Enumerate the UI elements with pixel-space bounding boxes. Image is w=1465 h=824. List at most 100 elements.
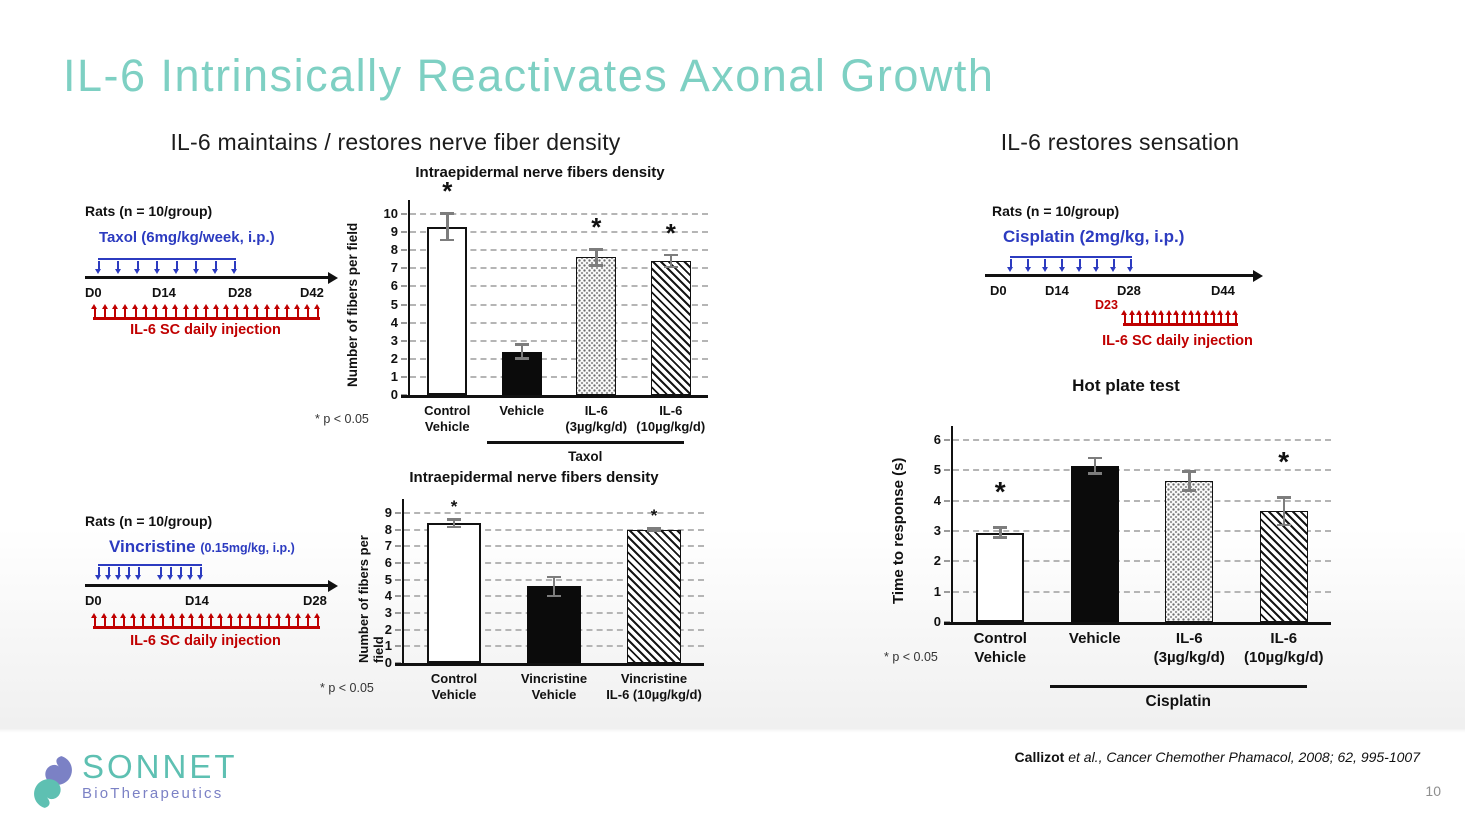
significance-asterisk: * xyxy=(665,217,676,248)
il6-arrow-up-icon xyxy=(121,304,128,317)
il6-arrow-up-icon xyxy=(1143,310,1150,323)
y-tick-label: 0 xyxy=(933,614,941,629)
drug-dose-label: Taxol (6mg/kg/week, i.p.) xyxy=(99,229,275,247)
y-tick-mark xyxy=(395,595,401,598)
il6-arrow-up-icon xyxy=(1136,310,1143,323)
il6-arrow-up-icon xyxy=(1210,310,1217,323)
x-category-label: Vincristine IL-6 (10µg/kg/d) xyxy=(606,671,702,703)
x-category-label: Vehicle xyxy=(499,403,545,418)
chart-title: Intraepidermal nerve fibers density xyxy=(415,164,665,181)
plot-area: 0 1 2 3 4 5 6 7 8 9 * Control Vehicle Vincristine Ve… xyxy=(385,498,704,702)
drug-arrow-down-icon xyxy=(187,567,194,580)
drug-arrow-down-icon xyxy=(211,261,218,274)
y-axis-label: Number of fibers per field xyxy=(345,222,360,387)
drug-arrow-down-icon xyxy=(1007,259,1014,272)
y-tick-label: 8 xyxy=(384,521,392,537)
il6-arrow-up-icon xyxy=(217,613,224,626)
gridline xyxy=(410,321,708,324)
error-bar-cap-top xyxy=(993,526,1008,529)
right-section-subtitle: IL-6 restores sensation xyxy=(1000,129,1240,155)
drug-arrow-down-icon xyxy=(173,261,180,274)
significance-asterisk: * xyxy=(994,476,1006,508)
gridline xyxy=(410,213,708,215)
il6-arrow-up-icon xyxy=(1187,310,1194,323)
significance-asterisk: * xyxy=(1278,446,1290,478)
vincristine-nerve-fiber-chart: Intraepidermal nerve fibers density Numbe… xyxy=(318,469,710,721)
error-bar-cap-bottom xyxy=(647,529,661,533)
y-tick-label: 1 xyxy=(390,368,398,384)
category-group-label: Taxol xyxy=(568,449,603,464)
il6-arrow-up-icon xyxy=(1202,310,1209,323)
rats-count-label: Rats (n = 10/group) xyxy=(85,203,213,219)
drug-dose: (2mg/kg, i.p.) xyxy=(1079,227,1185,246)
error-bar-line xyxy=(446,212,449,242)
drug-arrow-down-icon xyxy=(114,261,121,274)
drug-arrow-down-icon xyxy=(1041,259,1048,272)
il6-arrow-up-icon xyxy=(91,613,98,626)
y-tick-mark xyxy=(401,339,407,342)
logo-tagline: BioTherapeutics xyxy=(82,785,224,802)
il6-arrow-up-icon xyxy=(314,304,321,317)
error-bar-cap-bottom xyxy=(1087,472,1102,475)
y-tick-label: 3 xyxy=(384,605,392,620)
drug-arrow-down-icon xyxy=(1127,259,1134,272)
sonnet-logo: SONNET BioTherapeutics xyxy=(30,750,238,814)
error-bar-cap-top xyxy=(547,575,561,579)
gridline xyxy=(404,562,704,564)
gridline xyxy=(410,231,708,234)
day-label: D28 xyxy=(1117,283,1141,298)
y-tick-label: 5 xyxy=(384,571,392,587)
bar xyxy=(976,532,1025,622)
y-tick-label: 10 xyxy=(383,206,398,221)
category-group-underline xyxy=(1049,685,1307,688)
y-tick-label: 0 xyxy=(390,387,398,402)
day-label: D42 xyxy=(300,285,324,300)
chart-title: Intraepidermal nerve fibers density xyxy=(409,469,659,486)
drug-injection-arrows xyxy=(1007,256,1134,272)
error-bar-line xyxy=(1282,496,1285,527)
il6-arrow-up-icon xyxy=(246,613,253,626)
logo-company-name: SONNET xyxy=(82,748,238,785)
y-tick-label: 9 xyxy=(384,505,392,520)
error-bar-cap-top xyxy=(589,248,604,251)
drug-name: Taxol xyxy=(99,229,142,246)
y-tick-mark xyxy=(395,528,401,531)
il6-arrow-up-icon xyxy=(110,613,117,626)
gridline xyxy=(953,590,1331,593)
il6-injection-arrows xyxy=(91,605,321,629)
y-tick-mark xyxy=(944,530,950,532)
day-label: D14 xyxy=(185,593,209,608)
x-category-label: Control Vehicle xyxy=(973,630,1027,666)
drug-arrow-down-icon xyxy=(95,261,102,274)
il6-arrow-up-icon xyxy=(1121,310,1128,323)
bar xyxy=(627,529,681,663)
rats-count-label: Rats (n = 10/group) xyxy=(992,203,1120,219)
p-value-footnote: * p < 0.05 xyxy=(315,412,369,426)
y-tick-mark xyxy=(401,303,407,306)
drug-arrow-down-icon xyxy=(125,567,132,580)
gridline xyxy=(410,285,708,288)
il6-injection-label: IL-6 SC daily injection xyxy=(130,633,281,649)
day-label: D14 xyxy=(152,285,176,300)
il6-arrow-up-icon xyxy=(1158,310,1165,323)
il6-arrow-up-icon xyxy=(1150,310,1157,323)
il6-arrow-up-icon xyxy=(314,613,321,626)
y-tick-label: 4 xyxy=(384,588,392,604)
il6-arrow-up-icon xyxy=(152,304,159,317)
y-tick-mark xyxy=(395,612,401,614)
bar xyxy=(527,586,581,663)
il6-arrow-up-icon xyxy=(304,613,311,626)
timeline-axis xyxy=(985,269,1263,282)
drug-arrow-down-icon xyxy=(197,567,204,580)
drug-name: Vincristine xyxy=(109,537,201,556)
y-tick-label: 1 xyxy=(384,638,392,654)
drug-arrow-down-icon xyxy=(134,261,141,274)
il6-arrow-up-icon xyxy=(285,613,292,626)
error-bar-cap-top xyxy=(1087,456,1102,460)
x-axis-line xyxy=(944,622,1331,625)
drug-arrow-down-icon xyxy=(105,567,112,580)
error-bar-cap-top xyxy=(514,343,529,346)
day-label: D0 xyxy=(85,593,102,608)
il6-injection-label: IL-6 SC daily injection xyxy=(130,322,281,338)
drug-arrow-down-icon xyxy=(157,567,164,580)
